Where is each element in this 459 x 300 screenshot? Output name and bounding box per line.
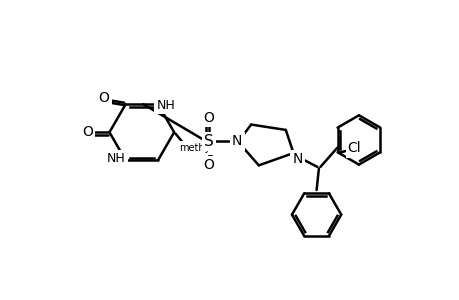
Text: O: O (203, 158, 214, 172)
Text: NH: NH (107, 152, 125, 165)
Text: NH: NH (156, 99, 175, 112)
Text: O: O (98, 91, 109, 105)
Text: Cl: Cl (347, 141, 361, 155)
Text: N: N (291, 152, 302, 166)
Text: O: O (82, 125, 93, 139)
Text: O: O (203, 111, 214, 125)
Text: S: S (203, 134, 213, 149)
Text: methyl: methyl (179, 143, 213, 153)
Text: N: N (232, 134, 242, 148)
